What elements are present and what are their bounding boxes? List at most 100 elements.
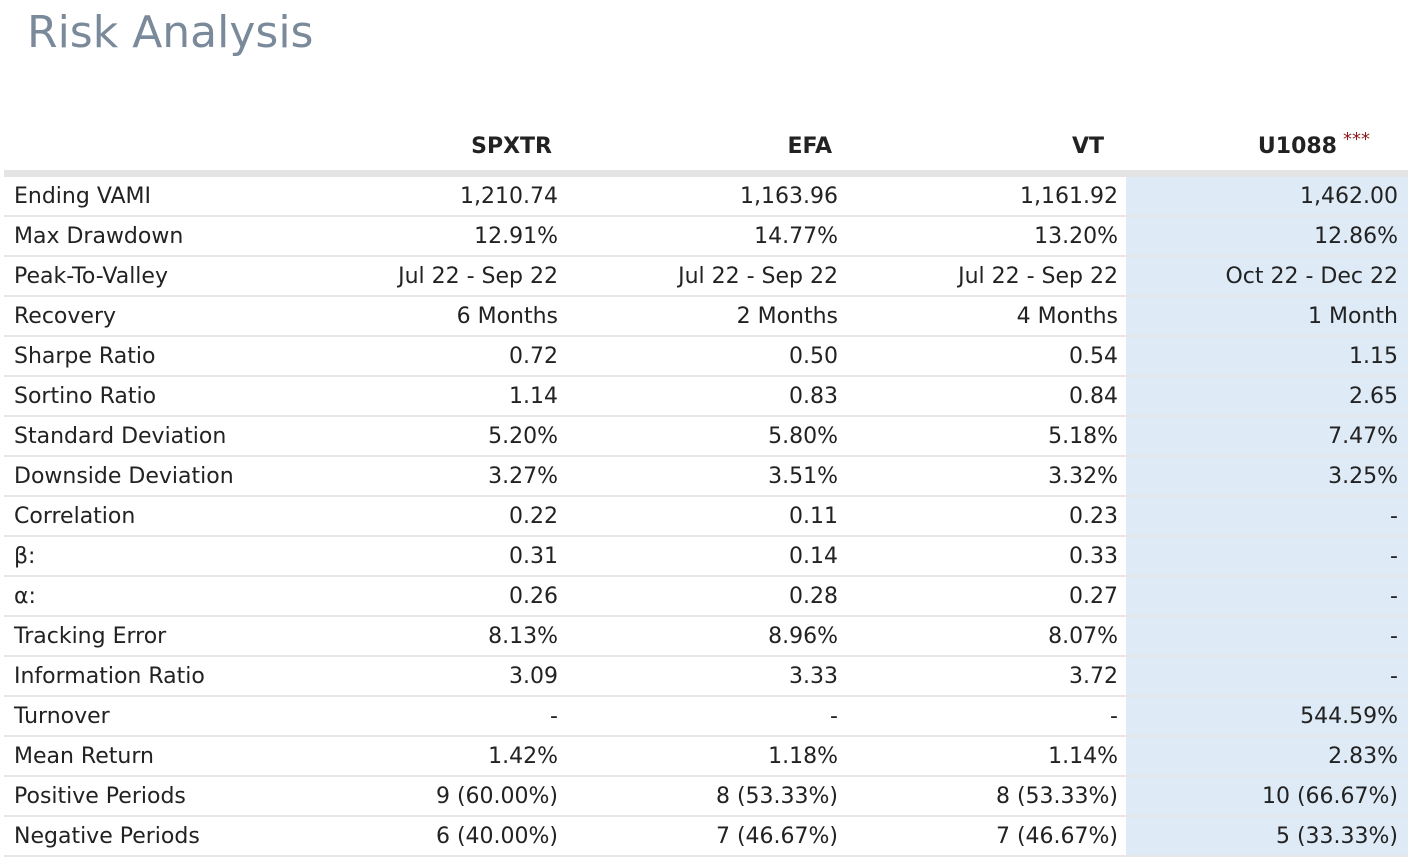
cell-spxtr: Jul 22 - Sep 22	[286, 256, 566, 297]
row-label: α:	[4, 576, 286, 617]
table-row: Turnover - - -544.59%	[4, 696, 1408, 737]
cell-efa: -	[566, 696, 846, 737]
cell-vt: 0.27	[846, 576, 1126, 617]
risk-analysis-table: SPXTR EFA VT U1088 *** Ending VAMI 1,210.7…	[4, 122, 1408, 857]
table-row: Standard Deviation 5.20% 5.80% 5.18% 7.47%	[4, 416, 1408, 457]
cell-spxtr: 3.27%	[286, 456, 566, 497]
page-title: Risk Analysis	[27, 7, 314, 58]
cell-spxtr: -	[286, 696, 566, 737]
cell-vt: -	[846, 696, 1126, 737]
cell-efa: 8 (53.33%)	[566, 776, 846, 817]
cell-vt: 0.84	[846, 376, 1126, 417]
table-row: Recovery 6 Months 2 Months 4 Months 1 Month	[4, 296, 1408, 337]
cell-vt: Jul 22 - Sep 22	[846, 256, 1126, 297]
row-label: Sortino Ratio	[4, 376, 286, 417]
cell-u1088: 1 Month	[1126, 296, 1408, 337]
cell-vt: 0.54	[846, 336, 1126, 377]
cell-efa: 0.14	[566, 536, 846, 577]
row-label: Information Ratio	[4, 656, 286, 697]
table-row: Negative Periods 6 (40.00%) 7 (46.67%) 7 (4…	[4, 816, 1408, 857]
cell-u1088: 3.25%	[1126, 456, 1408, 497]
row-label: Tracking Error	[4, 616, 286, 657]
table-row: Information Ratio 3.09 3.33 3.72-	[4, 656, 1408, 697]
row-label: Negative Periods	[4, 816, 286, 857]
row-label: Standard Deviation	[4, 416, 286, 457]
cell-vt: 1,161.92	[846, 173, 1126, 217]
row-label: Max Drawdown	[4, 216, 286, 257]
row-label: β:	[4, 536, 286, 577]
table-row: Sortino Ratio 1.14 0.83 0.84 2.65	[4, 376, 1408, 417]
footnote-marker: ***	[1343, 128, 1370, 150]
cell-vt: 5.18%	[846, 416, 1126, 457]
table-row: Correlation 0.22 0.11 0.23-	[4, 496, 1408, 537]
cell-u1088: 10 (66.67%)	[1126, 776, 1408, 817]
header-metric-label	[4, 122, 286, 177]
header-spxtr: SPXTR	[286, 122, 566, 177]
cell-vt: 8.07%	[846, 616, 1126, 657]
cell-efa: 5.80%	[566, 416, 846, 457]
cell-u1088: -	[1126, 536, 1408, 577]
cell-spxtr: 8.13%	[286, 616, 566, 657]
cell-spxtr: 9 (60.00%)	[286, 776, 566, 817]
table-row: Positive Periods 9 (60.00%) 8 (53.33%) 8 (5…	[4, 776, 1408, 817]
cell-spxtr: 0.22	[286, 496, 566, 537]
cell-vt: 0.33	[846, 536, 1126, 577]
cell-spxtr: 5.20%	[286, 416, 566, 457]
cell-u1088: 1.15	[1126, 336, 1408, 377]
cell-u1088: -	[1126, 616, 1408, 657]
table-row: Max Drawdown 12.91% 14.77% 13.20% 12.86%	[4, 216, 1408, 257]
cell-vt: 3.32%	[846, 456, 1126, 497]
cell-spxtr: 0.26	[286, 576, 566, 617]
table-row: α: 0.26 0.28 0.27-	[4, 576, 1408, 617]
table-row: Ending VAMI 1,210.74 1,163.96 1,161.92 1,462…	[4, 173, 1408, 217]
row-label: Recovery	[4, 296, 286, 337]
cell-u1088: 12.86%	[1126, 216, 1408, 257]
table-row: Downside Deviation 3.27% 3.51% 3.32% 3.25%	[4, 456, 1408, 497]
row-label: Ending VAMI	[4, 173, 286, 217]
cell-vt: 1.14%	[846, 736, 1126, 777]
row-label: Mean Return	[4, 736, 286, 777]
header-efa: EFA	[566, 122, 846, 177]
cell-u1088: 7.47%	[1126, 416, 1408, 457]
cell-efa: 2 Months	[566, 296, 846, 337]
cell-spxtr: 6 Months	[286, 296, 566, 337]
cell-efa: 7 (46.67%)	[566, 816, 846, 857]
row-label: Downside Deviation	[4, 456, 286, 497]
cell-vt: 7 (46.67%)	[846, 816, 1126, 857]
cell-u1088: Oct 22 - Dec 22	[1126, 256, 1408, 297]
cell-efa: 3.33	[566, 656, 846, 697]
cell-efa: 0.83	[566, 376, 846, 417]
cell-efa: 0.50	[566, 336, 846, 377]
cell-spxtr: 6 (40.00%)	[286, 816, 566, 857]
cell-vt: 4 Months	[846, 296, 1126, 337]
cell-spxtr: 3.09	[286, 656, 566, 697]
cell-spxtr: 1,210.74	[286, 173, 566, 217]
row-label: Correlation	[4, 496, 286, 537]
table-row: Tracking Error 8.13% 8.96% 8.07% -	[4, 616, 1408, 657]
table-header-row: SPXTR EFA VT U1088 ***	[4, 122, 1408, 177]
row-label: Sharpe Ratio	[4, 336, 286, 377]
cell-u1088: -	[1126, 496, 1408, 537]
row-label: Positive Periods	[4, 776, 286, 817]
cell-efa: 0.28	[566, 576, 846, 617]
cell-efa: 1,163.96	[566, 173, 846, 217]
cell-u1088: 544.59%	[1126, 696, 1408, 737]
cell-vt: 8 (53.33%)	[846, 776, 1126, 817]
cell-spxtr: 1.14	[286, 376, 566, 417]
row-label: Peak-To-Valley	[4, 256, 286, 297]
table-row: Sharpe Ratio 0.72 0.50 0.54 1.15	[4, 336, 1408, 377]
header-u1088: U1088 ***	[1126, 122, 1408, 177]
cell-spxtr: 1.42%	[286, 736, 566, 777]
cell-vt: 0.23	[846, 496, 1126, 537]
header-vt: VT	[846, 122, 1126, 177]
table-row: Peak-To-Valley Jul 22 - Sep 22 Jul 22 - Se…	[4, 256, 1408, 297]
cell-efa: Jul 22 - Sep 22	[566, 256, 846, 297]
cell-vt: 13.20%	[846, 216, 1126, 257]
cell-u1088: 2.83%	[1126, 736, 1408, 777]
cell-efa: 3.51%	[566, 456, 846, 497]
cell-efa: 0.11	[566, 496, 846, 537]
cell-spxtr: 0.72	[286, 336, 566, 377]
cell-u1088: 1,462.00	[1126, 173, 1408, 217]
cell-u1088: 5 (33.33%)	[1126, 816, 1408, 857]
cell-efa: 8.96%	[566, 616, 846, 657]
